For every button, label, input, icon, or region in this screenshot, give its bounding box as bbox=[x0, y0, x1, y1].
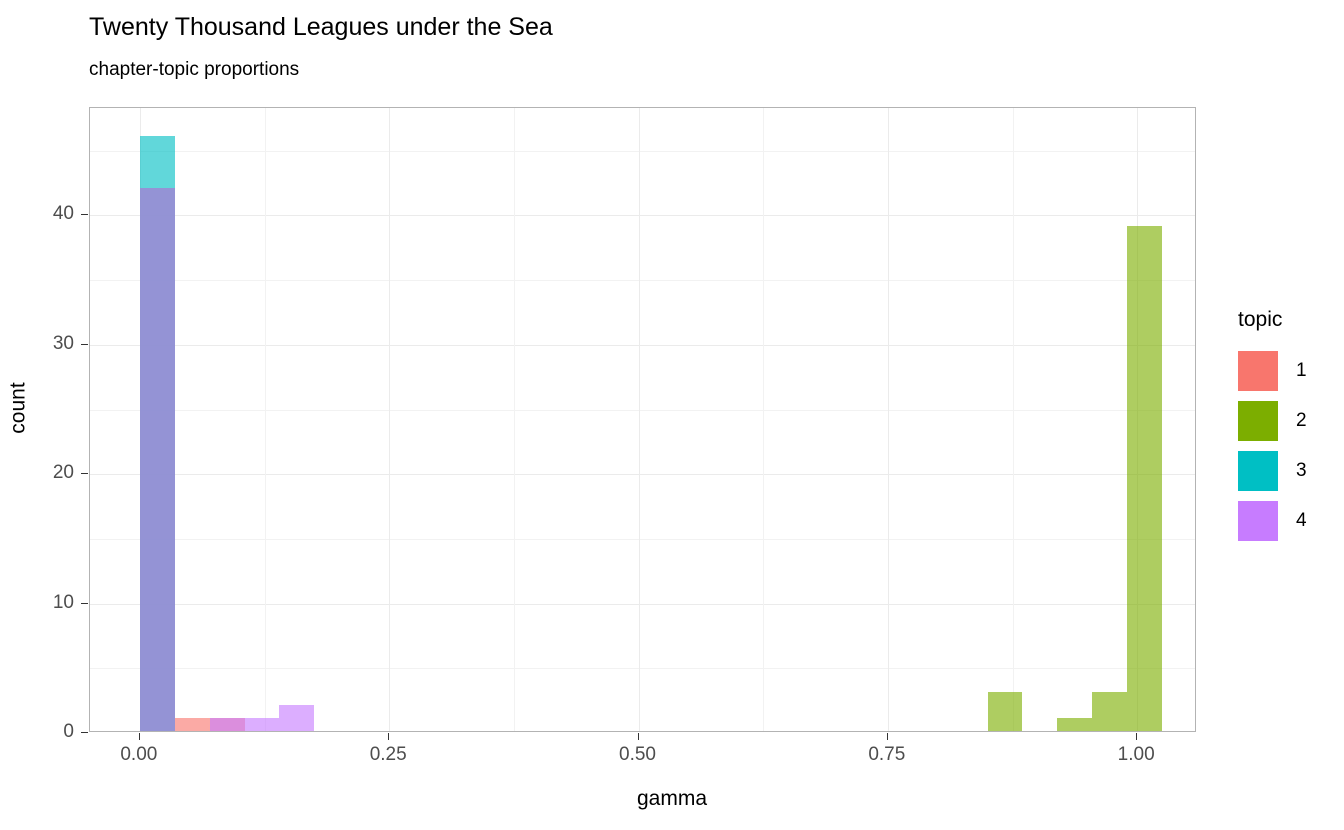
legend-swatch-icon bbox=[1238, 501, 1278, 541]
histogram-bar bbox=[174, 718, 210, 731]
x-tick-mark bbox=[637, 733, 639, 740]
x-tick-label: 1.00 bbox=[1117, 744, 1155, 765]
y-tick-label: 30 bbox=[52, 332, 74, 354]
y-tick-label: 20 bbox=[52, 462, 74, 484]
legend-item-2[interactable]: 2 bbox=[1238, 396, 1338, 446]
histogram-bar bbox=[1127, 226, 1163, 731]
x-tick-mark bbox=[388, 733, 390, 740]
histogram-bar bbox=[139, 187, 175, 731]
legend: topic 1 2 3 4 bbox=[1238, 308, 1338, 546]
gridline-y-minor bbox=[90, 409, 1195, 411]
gridline-y-major bbox=[90, 603, 1195, 605]
gridline-y-major bbox=[90, 474, 1195, 476]
x-tick-label: 0.25 bbox=[369, 744, 407, 765]
legend-item-label: 3 bbox=[1296, 460, 1307, 481]
gridline-x-minor bbox=[1012, 108, 1014, 731]
legend-title: topic bbox=[1238, 308, 1283, 331]
gridline-x-major bbox=[389, 108, 391, 731]
x-tick-mark bbox=[138, 733, 140, 740]
y-tick-mark bbox=[81, 473, 88, 475]
legend-item-label: 4 bbox=[1296, 510, 1307, 531]
x-tick-label: 0.75 bbox=[868, 744, 906, 765]
x-tick-label: 0.00 bbox=[120, 744, 158, 765]
legend-swatch-icon bbox=[1238, 351, 1278, 391]
y-tick-label: 10 bbox=[52, 591, 74, 613]
x-tick-mark bbox=[1136, 733, 1138, 740]
histogram-bar bbox=[1092, 692, 1128, 731]
legend-item-label: 2 bbox=[1296, 410, 1307, 431]
legend-item-1[interactable]: 1 bbox=[1238, 346, 1338, 396]
y-axis-title: count bbox=[6, 382, 30, 434]
histogram-bar bbox=[209, 718, 245, 731]
gridline-y-minor bbox=[90, 538, 1195, 540]
gridline-x-minor bbox=[763, 108, 765, 731]
chart-subtitle: chapter-topic proportions bbox=[89, 59, 300, 80]
legend-swatch-icon bbox=[1238, 451, 1278, 491]
y-tick-mark bbox=[81, 732, 88, 733]
gridline-y-minor bbox=[90, 668, 1195, 670]
gridline-y-minor bbox=[90, 150, 1195, 152]
x-axis-title: gamma bbox=[636, 787, 708, 810]
histogram-bar bbox=[279, 705, 315, 731]
y-tick-mark bbox=[81, 214, 88, 216]
page-title: Twenty Thousand Leagues under the Sea bbox=[89, 13, 553, 41]
plot-panel bbox=[89, 107, 1196, 732]
y-tick-label: 40 bbox=[52, 203, 74, 225]
gridline-x-major bbox=[887, 108, 889, 731]
legend-swatch-icon bbox=[1238, 401, 1278, 441]
x-tick-mark bbox=[886, 733, 888, 740]
histogram-bar bbox=[987, 692, 1023, 731]
gridline-y-major bbox=[90, 344, 1195, 346]
y-tick-mark bbox=[81, 343, 88, 345]
gridline-x-major bbox=[638, 108, 640, 731]
legend-items: 1 2 3 4 bbox=[1238, 346, 1338, 546]
gridline-x-minor bbox=[513, 108, 515, 731]
histogram-bar bbox=[1057, 718, 1093, 731]
gridline-y-major bbox=[90, 215, 1195, 217]
legend-item-4[interactable]: 4 bbox=[1238, 496, 1338, 546]
gridline-y-minor bbox=[90, 280, 1195, 282]
legend-item-label: 1 bbox=[1296, 360, 1307, 381]
y-tick-label: 0 bbox=[63, 721, 74, 742]
x-tick-label: 0.50 bbox=[619, 744, 656, 765]
y-tick-mark bbox=[81, 602, 88, 604]
legend-item-3[interactable]: 3 bbox=[1238, 446, 1338, 496]
gridline-x-minor bbox=[264, 108, 266, 731]
histogram-bar bbox=[244, 718, 280, 731]
